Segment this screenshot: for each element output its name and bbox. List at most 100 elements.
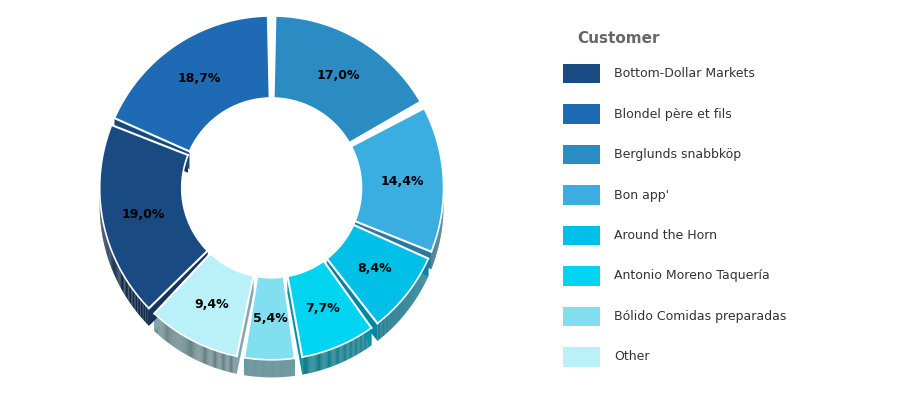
Text: Customer: Customer bbox=[578, 31, 660, 46]
Polygon shape bbox=[199, 344, 201, 362]
Polygon shape bbox=[147, 306, 149, 326]
Polygon shape bbox=[173, 328, 174, 347]
Polygon shape bbox=[327, 225, 429, 324]
Polygon shape bbox=[205, 346, 206, 364]
Polygon shape bbox=[203, 346, 204, 363]
Polygon shape bbox=[165, 323, 166, 341]
Text: 7,7%: 7,7% bbox=[305, 302, 340, 315]
Polygon shape bbox=[115, 259, 116, 279]
Polygon shape bbox=[184, 336, 185, 354]
Polygon shape bbox=[190, 339, 191, 357]
Polygon shape bbox=[181, 334, 182, 352]
Polygon shape bbox=[134, 291, 136, 311]
Polygon shape bbox=[169, 326, 170, 344]
Polygon shape bbox=[112, 252, 113, 272]
Polygon shape bbox=[232, 355, 233, 373]
Polygon shape bbox=[130, 285, 132, 305]
Polygon shape bbox=[319, 353, 320, 371]
Polygon shape bbox=[127, 281, 129, 301]
Polygon shape bbox=[206, 347, 207, 365]
Polygon shape bbox=[321, 352, 322, 370]
Polygon shape bbox=[117, 264, 119, 283]
Text: Around the Horn: Around the Horn bbox=[614, 229, 717, 242]
Polygon shape bbox=[175, 330, 176, 349]
Polygon shape bbox=[312, 355, 313, 373]
Polygon shape bbox=[309, 355, 310, 373]
Polygon shape bbox=[288, 261, 371, 357]
Polygon shape bbox=[225, 353, 227, 371]
Polygon shape bbox=[143, 303, 145, 322]
Polygon shape bbox=[123, 275, 124, 294]
Text: 19,0%: 19,0% bbox=[122, 208, 165, 221]
Polygon shape bbox=[133, 289, 134, 309]
Bar bbox=[563, 104, 600, 124]
Polygon shape bbox=[237, 276, 253, 374]
Polygon shape bbox=[308, 356, 309, 374]
Polygon shape bbox=[176, 331, 177, 350]
Polygon shape bbox=[177, 332, 179, 350]
Polygon shape bbox=[288, 276, 303, 374]
Polygon shape bbox=[112, 125, 188, 173]
Polygon shape bbox=[313, 354, 314, 372]
Polygon shape bbox=[231, 355, 232, 373]
Polygon shape bbox=[210, 348, 212, 367]
Text: Bon app': Bon app' bbox=[614, 188, 669, 201]
Polygon shape bbox=[191, 340, 192, 358]
Polygon shape bbox=[114, 16, 270, 151]
Bar bbox=[563, 144, 600, 164]
Polygon shape bbox=[204, 346, 205, 364]
Polygon shape bbox=[188, 338, 189, 356]
Polygon shape bbox=[136, 293, 137, 313]
Polygon shape bbox=[305, 356, 306, 374]
Polygon shape bbox=[114, 257, 115, 277]
Text: Bottom-Dollar Markets: Bottom-Dollar Markets bbox=[614, 67, 755, 80]
Text: Blondel père et fils: Blondel père et fils bbox=[614, 107, 732, 120]
Polygon shape bbox=[116, 261, 117, 281]
Text: 14,4%: 14,4% bbox=[380, 175, 424, 188]
Polygon shape bbox=[244, 277, 295, 360]
Polygon shape bbox=[317, 353, 318, 371]
Polygon shape bbox=[314, 354, 315, 372]
Polygon shape bbox=[310, 355, 311, 373]
Polygon shape bbox=[154, 254, 253, 356]
Text: Berglunds snabbköp: Berglunds snabbköp bbox=[614, 148, 741, 161]
Polygon shape bbox=[141, 299, 143, 319]
Polygon shape bbox=[119, 266, 120, 286]
Polygon shape bbox=[228, 354, 229, 372]
Polygon shape bbox=[229, 354, 231, 372]
Polygon shape bbox=[186, 337, 188, 356]
Polygon shape bbox=[170, 326, 171, 345]
Polygon shape bbox=[355, 221, 431, 269]
Polygon shape bbox=[180, 333, 181, 351]
Polygon shape bbox=[189, 339, 190, 357]
Polygon shape bbox=[304, 357, 305, 374]
Text: 5,4%: 5,4% bbox=[252, 312, 287, 325]
Polygon shape bbox=[163, 321, 164, 339]
Polygon shape bbox=[182, 335, 183, 352]
Polygon shape bbox=[273, 16, 420, 143]
Polygon shape bbox=[171, 327, 172, 346]
Polygon shape bbox=[324, 261, 371, 346]
Polygon shape bbox=[213, 349, 214, 368]
Polygon shape bbox=[227, 354, 228, 372]
Polygon shape bbox=[316, 354, 317, 372]
Polygon shape bbox=[223, 353, 224, 371]
Polygon shape bbox=[233, 355, 235, 373]
Polygon shape bbox=[113, 254, 114, 274]
Polygon shape bbox=[201, 344, 202, 363]
Bar bbox=[563, 185, 600, 205]
Text: Other: Other bbox=[614, 350, 650, 363]
Bar bbox=[563, 347, 600, 367]
Polygon shape bbox=[202, 345, 203, 363]
Bar bbox=[563, 306, 600, 326]
Polygon shape bbox=[222, 352, 223, 370]
Polygon shape bbox=[196, 342, 197, 360]
Polygon shape bbox=[139, 297, 141, 317]
Bar bbox=[563, 64, 600, 83]
Polygon shape bbox=[327, 259, 377, 341]
Polygon shape bbox=[114, 118, 189, 169]
Polygon shape bbox=[354, 225, 429, 276]
Polygon shape bbox=[216, 350, 218, 369]
Polygon shape bbox=[219, 352, 220, 370]
Polygon shape bbox=[303, 357, 304, 374]
